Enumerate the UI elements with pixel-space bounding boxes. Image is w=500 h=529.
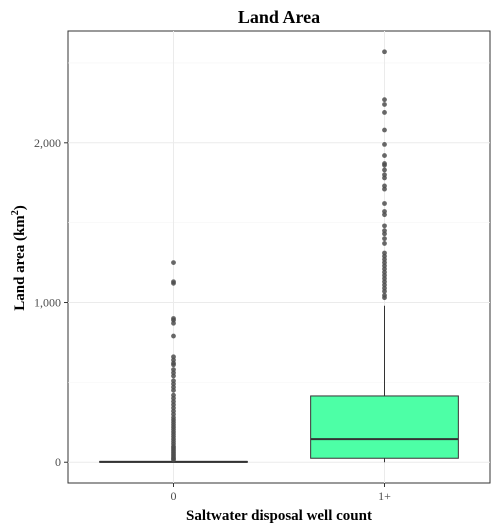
outlier-point [382, 212, 387, 218]
y-axis-title-text: Land area (km [12, 215, 28, 311]
outlier-point [171, 280, 176, 286]
chart-title: Land Area [238, 7, 320, 27]
outlier-point [382, 288, 387, 294]
outlier-point [382, 49, 387, 55]
outlier-point [171, 260, 176, 265]
outlier-point [382, 175, 387, 181]
y-axis-title-close: ) [12, 205, 28, 210]
y-axis-title-superscript: 2 [10, 210, 21, 215]
outlier-point [171, 373, 176, 379]
box-iqr [310, 395, 459, 459]
outlier-point [382, 231, 387, 237]
outlier-point [171, 457, 176, 463]
x-axis: 0 1+ [171, 483, 391, 503]
outlier-point [382, 162, 387, 168]
y-axis: 0 1,000 2,000 [34, 136, 68, 469]
outlier-point [382, 153, 387, 158]
outlier-point [382, 141, 387, 147]
outlier-point [382, 110, 387, 115]
outlier-point [171, 320, 176, 326]
outlier-point [382, 127, 387, 133]
outlier-point [382, 223, 387, 229]
y-tick-label: 2,000 [34, 136, 61, 150]
box-one-plus [310, 305, 459, 463]
outlier-point [382, 236, 387, 242]
x-tick-label: 1+ [378, 489, 391, 503]
y-axis-title: Land area (km2) [10, 205, 28, 311]
outlier-point [382, 97, 387, 103]
panel-border [67, 30, 491, 484]
outlier-point [171, 333, 176, 339]
x-tick-label: 0 [171, 489, 177, 503]
outlier-point [382, 241, 387, 246]
y-tick-label: 1,000 [34, 296, 61, 310]
y-tick-label: 0 [55, 455, 61, 469]
outlier-point [382, 201, 387, 206]
x-axis-title: Saltwater disposal well count [186, 508, 372, 524]
outlier-point [382, 295, 387, 301]
outlier-point [382, 186, 387, 192]
outlier-point [382, 102, 387, 107]
outlier-point [171, 387, 176, 393]
outlier-point [382, 167, 387, 173]
outlier-point [171, 362, 176, 368]
outliers [171, 49, 387, 463]
